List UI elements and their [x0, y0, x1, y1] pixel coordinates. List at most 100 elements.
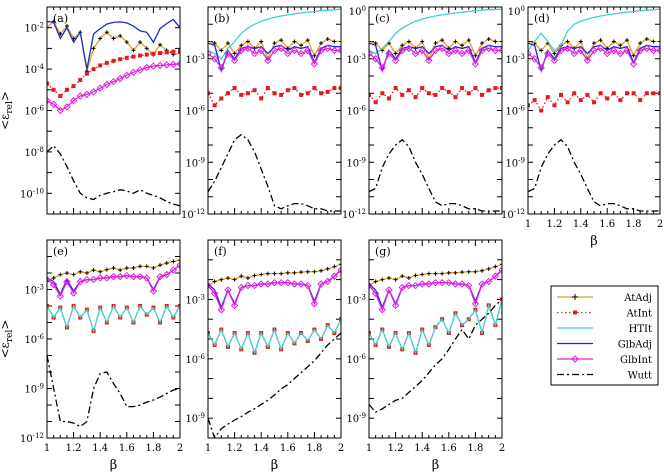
data-point-glbint	[210, 289, 219, 298]
data-point-glbint	[623, 46, 631, 55]
data-point-atadj	[312, 53, 317, 58]
data-point-atint	[528, 103, 530, 108]
data-point-glbint	[264, 56, 272, 65]
data-point-atadj	[259, 272, 264, 277]
data-point-atint	[51, 87, 56, 92]
data-point-atadj	[592, 41, 596, 46]
data-point-atadj	[111, 266, 116, 271]
data-point-glbint	[257, 46, 265, 55]
data-point-atint	[493, 86, 498, 91]
data-point-atadj	[98, 269, 103, 274]
data-point-atint	[380, 91, 385, 96]
data-point-atadj	[565, 39, 570, 44]
data-point-glbint	[438, 44, 446, 53]
plot-area	[47, 18, 180, 207]
y-tick-label: 10-8	[24, 146, 44, 159]
data-point-glbint	[317, 280, 325, 288]
data-point-atint	[47, 81, 49, 86]
panel-label: (d)	[534, 12, 550, 25]
data-point-atadj	[272, 41, 277, 46]
data-point-glbint	[398, 46, 406, 55]
data-point-atint	[339, 317, 341, 322]
data-point-glbint	[162, 61, 171, 69]
data-point-atadj	[332, 264, 337, 269]
data-point-glbint	[649, 46, 658, 55]
data-point-atadj	[611, 39, 616, 44]
data-point-atadj	[480, 268, 485, 273]
data-point-glbint	[230, 301, 239, 310]
data-point-glbint	[557, 46, 565, 55]
panels: (a) 10-2 10-4 10-6 10-8 10-10 <εrel> (b) 10-3 10-…	[0, 5, 663, 473]
x-tick-label: 1.8	[467, 443, 483, 454]
data-point-atint	[545, 95, 550, 100]
data-point-atadj	[332, 39, 337, 44]
data-point-atadj	[138, 264, 143, 269]
data-point-glbint	[431, 278, 440, 287]
data-point-atadj	[131, 48, 136, 53]
x-tick-label: 1.2	[66, 443, 82, 454]
y-tick-label: 10-12	[20, 432, 44, 445]
data-point-atint	[592, 100, 596, 105]
data-point-atadj	[47, 25, 49, 30]
data-point-atadj	[158, 42, 163, 47]
data-point-atadj	[480, 41, 485, 46]
data-point-atadj	[426, 271, 431, 276]
data-point-glbint	[378, 306, 387, 314]
y-tick-label: 10-6	[505, 105, 525, 118]
data-point-atint	[572, 91, 577, 96]
data-point-atint	[486, 88, 491, 93]
data-point-atadj	[644, 36, 649, 41]
data-point-atadj	[305, 38, 310, 43]
data-point-atint	[58, 94, 63, 99]
data-point-glbint	[391, 301, 400, 310]
series-line-wutt	[369, 298, 502, 414]
data-point-atadj	[578, 39, 583, 44]
data-point-atint	[104, 60, 109, 65]
data-point-atadj	[433, 41, 438, 46]
data-point-atadj	[279, 38, 284, 43]
data-point-atadj	[493, 264, 498, 269]
series-line-htit	[528, 8, 660, 52]
data-point-atadj	[64, 271, 69, 275]
panel-d: (d) 100 10-3 10-6 10-9 10-121 1.2 1.4 1.6 1.8 2 β	[501, 5, 663, 249]
y-tick-label: 10-9	[24, 383, 44, 396]
data-point-glbint	[491, 272, 500, 280]
data-point-atint	[500, 297, 502, 302]
data-point-atadj	[219, 48, 224, 53]
data-point-atadj	[98, 36, 103, 41]
data-point-atadj	[124, 266, 129, 271]
x-tick-label: 1	[205, 443, 211, 454]
data-point-atint	[400, 92, 405, 97]
data-point-atint	[305, 91, 310, 96]
data-point-glbint	[169, 60, 178, 69]
data-point-atint	[259, 96, 264, 101]
x-tick-label: 2	[499, 443, 505, 454]
data-point-glbint	[230, 56, 239, 65]
data-point-glbint	[129, 68, 138, 77]
axis-frame	[368, 6, 503, 215]
data-point-glbint	[89, 88, 98, 96]
data-point-atint	[312, 86, 317, 91]
legend-label: Wutt	[628, 371, 652, 382]
data-point-glbint	[96, 274, 104, 282]
data-point-glbint	[83, 275, 91, 284]
data-point-atadj	[144, 264, 149, 269]
axis-frame	[46, 239, 181, 439]
x-tick-label: 1.6	[280, 443, 296, 454]
panel-label: (f)	[214, 245, 227, 258]
y-tick-label: 10-3	[185, 53, 205, 66]
data-point-atadj	[466, 269, 471, 274]
data-point-atint	[480, 92, 485, 97]
data-point-atadj	[118, 268, 123, 273]
data-point-glbint	[391, 56, 400, 65]
data-point-atint	[339, 86, 341, 91]
axis-frame	[46, 6, 181, 215]
y-tick-label: 10-6	[24, 105, 44, 118]
data-point-atadj	[151, 266, 156, 271]
data-point-glbint	[217, 64, 226, 72]
data-point-glbint	[438, 278, 446, 287]
data-point-glbint	[603, 49, 611, 58]
data-point-glbint	[208, 49, 212, 58]
data-point-glbint	[123, 71, 131, 80]
data-point-glbint	[445, 278, 453, 287]
